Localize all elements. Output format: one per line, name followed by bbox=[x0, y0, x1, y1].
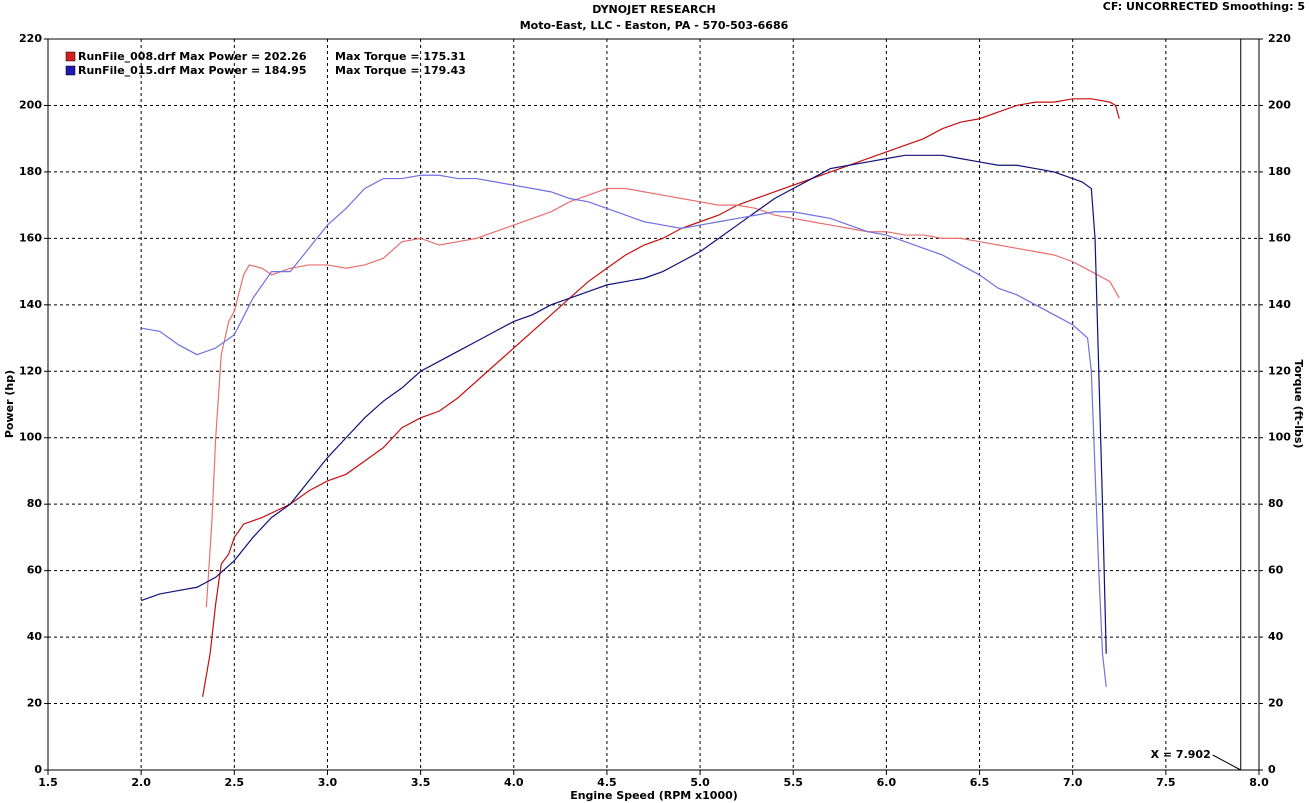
y2-tick-label: 120 bbox=[1268, 364, 1291, 377]
x-axis-label: Engine Speed (RPM x1000) bbox=[570, 789, 738, 802]
legend-label: RunFile_015.drf Max Power = 184.95 bbox=[78, 64, 307, 77]
cursor-leader bbox=[1212, 754, 1241, 771]
series-line bbox=[202, 98, 1120, 698]
cursor-label: X = 7.902 bbox=[1151, 748, 1211, 761]
y-tick-label: 40 bbox=[27, 630, 43, 643]
x-tick-label: 4.5 bbox=[597, 776, 617, 789]
y-tick-label: 160 bbox=[19, 231, 42, 244]
y2-tick-label: 220 bbox=[1268, 32, 1291, 45]
plot-frame bbox=[47, 38, 1260, 771]
settings-label: CF: UNCORRECTED Smoothing: 5 bbox=[1103, 0, 1305, 13]
y2-axis-label: Torque (ft-lbs) bbox=[1292, 360, 1305, 449]
y2-tick-label: 60 bbox=[1268, 564, 1284, 577]
y2-tick-label: 0 bbox=[1268, 763, 1276, 776]
legend-swatch bbox=[65, 51, 76, 62]
x-tick-label: 4.0 bbox=[504, 776, 524, 789]
x-tick-label: 3.0 bbox=[318, 776, 338, 789]
y-tick-label: 20 bbox=[27, 697, 43, 710]
y-axis-label: Power (hp) bbox=[3, 370, 16, 438]
y2-tick-label: 40 bbox=[1268, 630, 1284, 643]
chart-title: DYNOJET RESEARCH bbox=[592, 3, 715, 16]
y2-tick-label: 80 bbox=[1268, 497, 1284, 510]
y-tick-label: 120 bbox=[19, 364, 42, 377]
series-line bbox=[141, 174, 1107, 687]
y2-tick-label: 140 bbox=[1268, 298, 1291, 311]
y-tick-label: 200 bbox=[19, 98, 42, 111]
y-tick-label: 100 bbox=[19, 431, 42, 444]
y-tick-label: 80 bbox=[27, 497, 43, 510]
y2-tick-label: 160 bbox=[1268, 231, 1291, 244]
y2-tick-label: 180 bbox=[1268, 165, 1291, 178]
x-tick-label: 6.0 bbox=[877, 776, 897, 789]
chart-subtitle: Moto-East, LLC - Easton, PA - 570-503-66… bbox=[520, 19, 789, 32]
y2-tick-label: 20 bbox=[1268, 697, 1284, 710]
y-tick-label: 0 bbox=[34, 763, 42, 776]
legend-swatch bbox=[65, 65, 76, 76]
y-tick-label: 60 bbox=[27, 564, 43, 577]
legend-torque-label: Max Torque = 175.31 bbox=[335, 50, 466, 63]
x-tick-label: 6.5 bbox=[970, 776, 990, 789]
x-tick-label: 5.0 bbox=[690, 776, 710, 789]
x-tick-label: 7.0 bbox=[1063, 776, 1083, 789]
y2-tick-label: 200 bbox=[1268, 98, 1291, 111]
x-tick-label: 2.5 bbox=[225, 776, 245, 789]
series-line bbox=[140, 154, 1107, 654]
x-tick-label: 1.5 bbox=[38, 776, 58, 789]
series-line bbox=[205, 187, 1120, 608]
x-tick-label: 7.5 bbox=[1156, 776, 1176, 789]
x-tick-label: 3.5 bbox=[411, 776, 431, 789]
x-tick-label: 2.0 bbox=[131, 776, 151, 789]
legend-label: RunFile_008.drf Max Power = 202.26 bbox=[78, 50, 307, 63]
x-tick-label: 8.0 bbox=[1249, 776, 1269, 789]
y2-tick-label: 100 bbox=[1268, 431, 1291, 444]
y-tick-label: 220 bbox=[19, 32, 42, 45]
legend-torque-label: Max Torque = 179.43 bbox=[335, 64, 466, 77]
y-tick-label: 140 bbox=[19, 298, 42, 311]
x-tick-label: 5.5 bbox=[783, 776, 803, 789]
y-tick-label: 180 bbox=[19, 165, 42, 178]
